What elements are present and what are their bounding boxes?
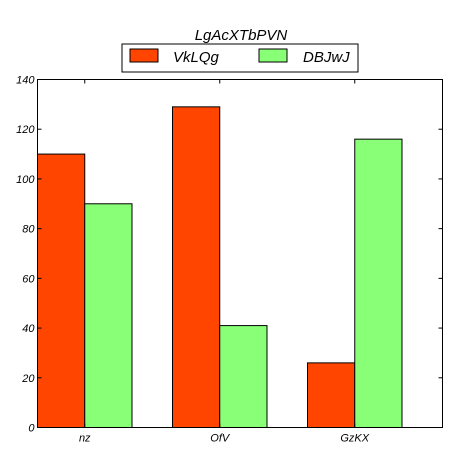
y-axis: 0 20 40 60 80 100 120 140 (16, 75, 443, 435)
bar-vklqg-ofv (172, 106, 221, 428)
y-tick-label-0: 0 (28, 423, 35, 435)
legend-swatch-dbjwj (258, 48, 288, 63)
bars-group (37, 106, 403, 429)
y-tick-label-60: 60 (22, 273, 35, 285)
y-tick-label-80: 80 (22, 224, 35, 236)
x-tick-label-gzkx: GzKX (340, 433, 369, 445)
y-tick-label-120: 120 (16, 124, 35, 136)
y-tick-label-140: 140 (16, 75, 35, 87)
legend-box (121, 43, 359, 73)
x-tick-label-ofv: OfV (210, 433, 231, 445)
chart-title: LgAcXTbPVN (195, 27, 288, 44)
x-tick-label-nz: nz (79, 433, 91, 445)
legend-label-vklqg: VkLQg (173, 49, 220, 66)
bar-dbjwj-gzkx (354, 138, 403, 429)
y-tick-label-20: 20 (21, 373, 35, 385)
y-tick-label-40: 40 (22, 323, 35, 335)
legend-swatch-vklqg (129, 48, 159, 63)
bar-vklqg-nz (37, 153, 86, 428)
legend: VkLQg DBJwJ (121, 43, 359, 73)
y-tick-label-100: 100 (16, 174, 35, 186)
x-axis: nz OfV GzKX (79, 79, 370, 445)
legend-label-dbjwj: DBJwJ (303, 49, 350, 66)
plot-area-frame (37, 79, 443, 428)
bar-vklqg-gzkx (307, 362, 356, 428)
bar-dbjwj-nz (84, 203, 133, 428)
bar-dbjwj-ofv (219, 325, 268, 429)
